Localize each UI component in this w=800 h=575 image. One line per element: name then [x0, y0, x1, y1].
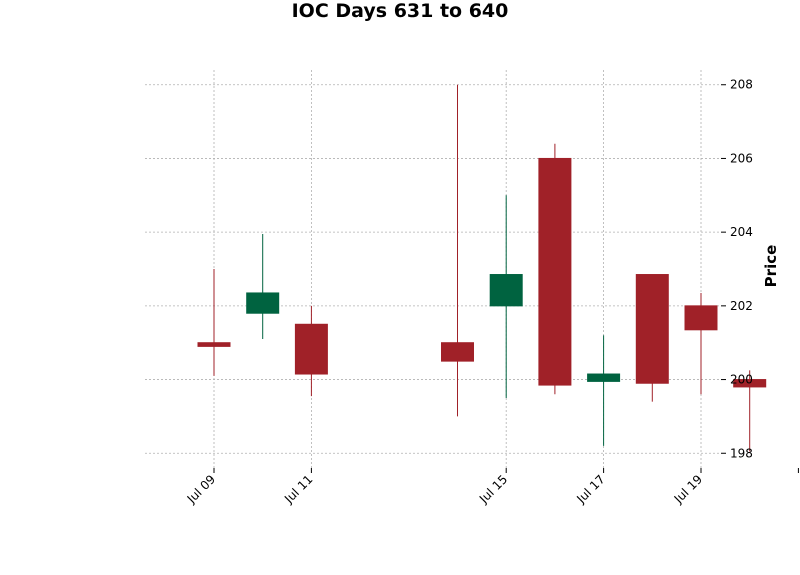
- candles: [197, 84, 767, 452]
- candle-body: [441, 342, 474, 362]
- y-axis-label: Price: [762, 245, 780, 288]
- candle-body: [246, 292, 280, 314]
- x-tick-label: Jul 17: [573, 472, 607, 506]
- candle-body: [489, 274, 523, 307]
- chart-title: IOC Days 631 to 640: [291, 0, 509, 22]
- candle-body: [294, 323, 328, 375]
- candle-body: [587, 373, 621, 382]
- x-tick-label: Jul 15: [476, 472, 510, 506]
- grid: [145, 70, 721, 468]
- candle-body: [538, 157, 572, 386]
- y-tick-label: 200: [730, 373, 753, 387]
- y-tick-label: 204: [730, 225, 753, 239]
- y-tick-label: 208: [730, 78, 753, 92]
- y-tick-label: 202: [730, 299, 753, 313]
- candle-body: [733, 379, 767, 388]
- y-tick-label: 206: [730, 151, 753, 165]
- x-tick-label: Jul 09: [184, 472, 218, 506]
- x-tick-label: Jul 11: [281, 472, 315, 506]
- candle-body: [197, 342, 231, 347]
- candle-body: [635, 274, 669, 384]
- y-tick-label: 198: [730, 446, 753, 460]
- candle-body: [684, 305, 718, 331]
- x-tick-label: Jul 19: [671, 472, 705, 506]
